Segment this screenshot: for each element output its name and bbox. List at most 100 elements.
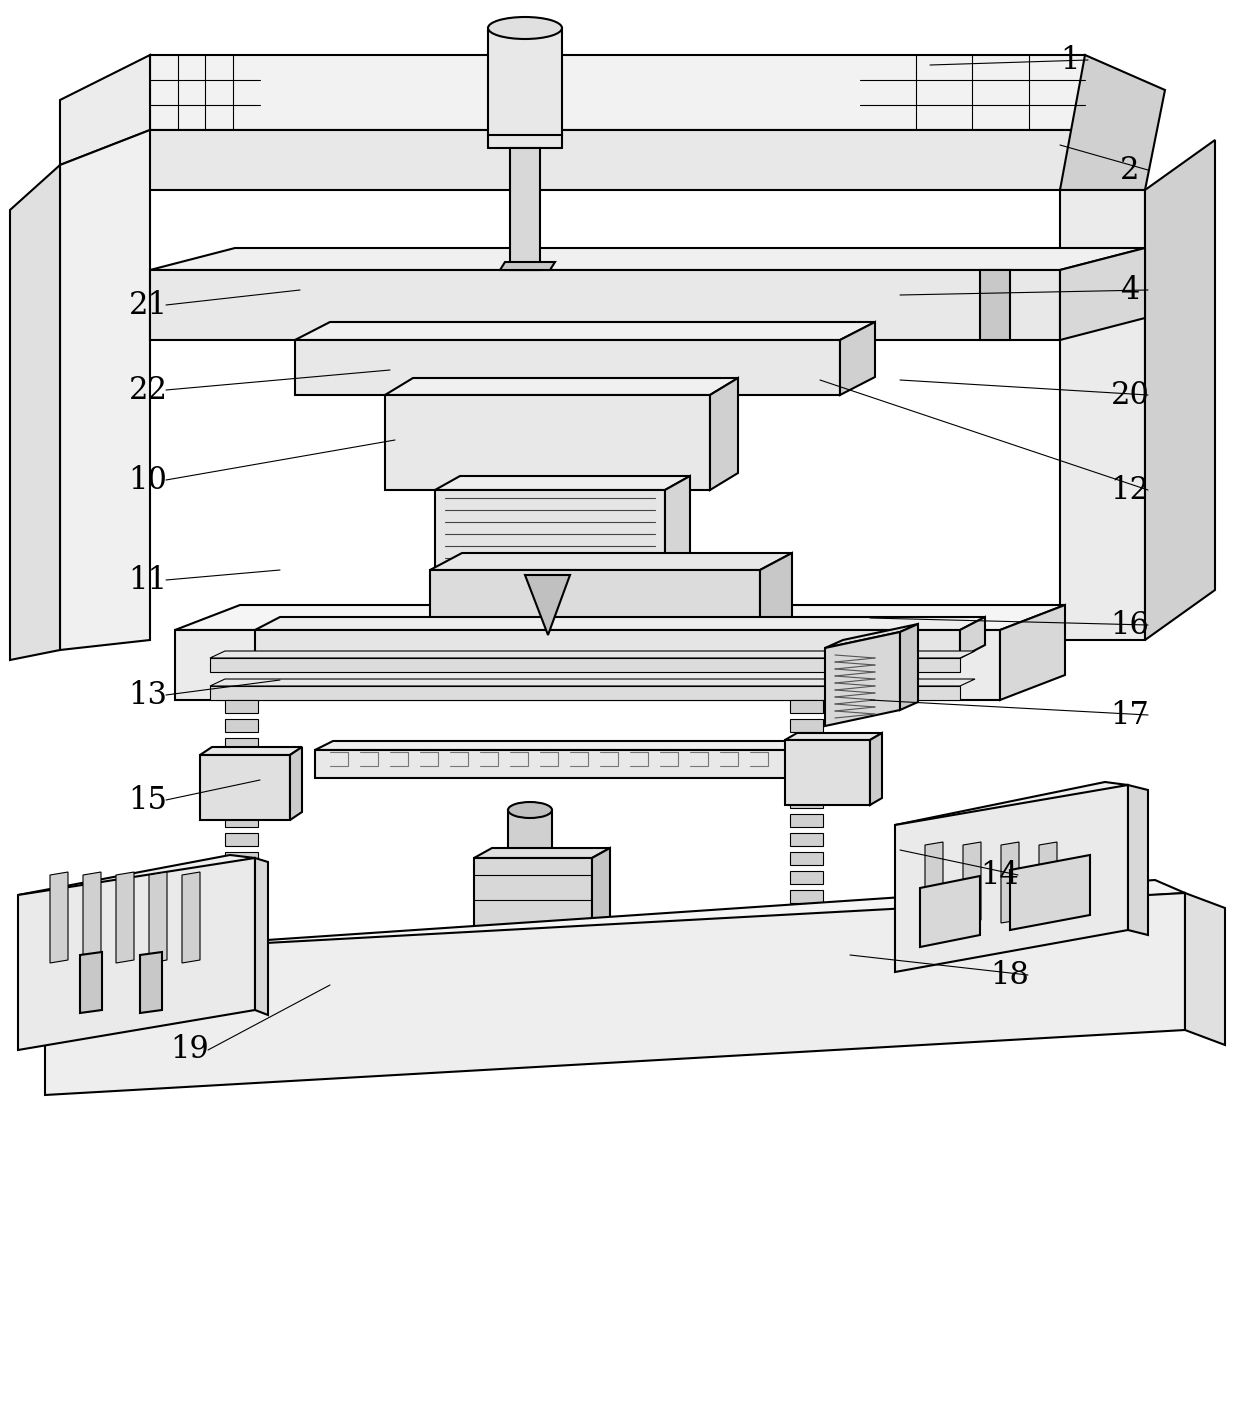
- Text: 10: 10: [129, 464, 167, 495]
- Polygon shape: [384, 395, 711, 490]
- Polygon shape: [560, 934, 570, 975]
- Ellipse shape: [489, 17, 562, 40]
- Polygon shape: [500, 940, 560, 975]
- Polygon shape: [60, 55, 150, 166]
- Polygon shape: [430, 553, 792, 570]
- Polygon shape: [430, 570, 760, 640]
- Polygon shape: [790, 890, 823, 903]
- Text: 17: 17: [1111, 699, 1149, 730]
- Polygon shape: [790, 908, 823, 923]
- Polygon shape: [210, 651, 975, 658]
- Polygon shape: [315, 741, 808, 750]
- Text: 22: 22: [129, 375, 167, 406]
- Polygon shape: [474, 857, 591, 940]
- Polygon shape: [665, 475, 689, 574]
- Text: 20: 20: [1111, 379, 1149, 410]
- Polygon shape: [825, 624, 918, 648]
- Polygon shape: [760, 553, 792, 640]
- Polygon shape: [210, 679, 975, 686]
- Polygon shape: [1145, 140, 1215, 640]
- Polygon shape: [785, 740, 870, 805]
- Polygon shape: [435, 475, 689, 490]
- Polygon shape: [980, 270, 1011, 340]
- Text: 14: 14: [981, 859, 1019, 890]
- Polygon shape: [60, 130, 150, 649]
- Polygon shape: [510, 149, 539, 270]
- Polygon shape: [999, 606, 1065, 700]
- Polygon shape: [790, 739, 823, 751]
- Polygon shape: [175, 606, 1065, 630]
- Polygon shape: [925, 842, 942, 923]
- Polygon shape: [224, 872, 258, 884]
- Polygon shape: [140, 952, 162, 1013]
- Polygon shape: [895, 782, 1128, 828]
- Polygon shape: [224, 814, 258, 826]
- Polygon shape: [224, 890, 258, 903]
- Polygon shape: [489, 28, 562, 134]
- Polygon shape: [224, 719, 258, 732]
- Polygon shape: [825, 633, 900, 726]
- Text: 16: 16: [1111, 610, 1149, 641]
- Text: 2: 2: [1120, 154, 1140, 185]
- Text: 4: 4: [1121, 275, 1140, 306]
- Polygon shape: [200, 756, 290, 821]
- Polygon shape: [785, 733, 882, 740]
- Polygon shape: [790, 852, 823, 865]
- Polygon shape: [839, 323, 875, 395]
- Polygon shape: [224, 700, 258, 713]
- Polygon shape: [1011, 855, 1090, 930]
- Polygon shape: [295, 323, 875, 340]
- Polygon shape: [1185, 893, 1225, 1046]
- Polygon shape: [870, 733, 882, 805]
- Polygon shape: [790, 775, 823, 790]
- Polygon shape: [960, 617, 985, 658]
- Polygon shape: [290, 747, 303, 821]
- Polygon shape: [150, 55, 1085, 130]
- Text: 15: 15: [129, 784, 167, 815]
- Polygon shape: [224, 775, 258, 790]
- Polygon shape: [125, 130, 1085, 190]
- Polygon shape: [435, 490, 665, 574]
- Polygon shape: [508, 809, 552, 860]
- Polygon shape: [315, 750, 790, 778]
- Polygon shape: [255, 857, 268, 1015]
- Polygon shape: [224, 928, 258, 941]
- Polygon shape: [963, 842, 981, 923]
- Polygon shape: [150, 270, 1060, 340]
- Polygon shape: [224, 757, 258, 770]
- Text: 21: 21: [129, 290, 167, 321]
- Polygon shape: [1060, 190, 1145, 640]
- Polygon shape: [45, 880, 1185, 968]
- Polygon shape: [790, 833, 823, 846]
- Polygon shape: [224, 852, 258, 865]
- Polygon shape: [224, 833, 258, 846]
- Polygon shape: [790, 928, 823, 941]
- Polygon shape: [1060, 55, 1166, 190]
- Polygon shape: [1039, 842, 1056, 923]
- Polygon shape: [384, 378, 738, 395]
- Polygon shape: [117, 872, 134, 964]
- Polygon shape: [790, 814, 823, 826]
- Polygon shape: [200, 747, 303, 756]
- Polygon shape: [45, 893, 1185, 1095]
- Polygon shape: [50, 872, 68, 964]
- Polygon shape: [500, 934, 570, 940]
- Polygon shape: [255, 617, 985, 630]
- Polygon shape: [182, 872, 200, 964]
- Polygon shape: [150, 248, 1145, 270]
- Text: 1: 1: [1060, 44, 1080, 75]
- Polygon shape: [920, 876, 980, 947]
- Polygon shape: [81, 952, 102, 1013]
- Polygon shape: [224, 795, 258, 808]
- Ellipse shape: [508, 802, 552, 818]
- Polygon shape: [175, 630, 999, 700]
- Polygon shape: [210, 658, 960, 672]
- Polygon shape: [19, 855, 255, 899]
- Polygon shape: [210, 686, 960, 700]
- Polygon shape: [900, 624, 918, 710]
- Polygon shape: [790, 795, 823, 808]
- Polygon shape: [474, 848, 610, 857]
- Text: 12: 12: [1111, 474, 1149, 505]
- Polygon shape: [295, 340, 839, 395]
- Polygon shape: [790, 700, 823, 713]
